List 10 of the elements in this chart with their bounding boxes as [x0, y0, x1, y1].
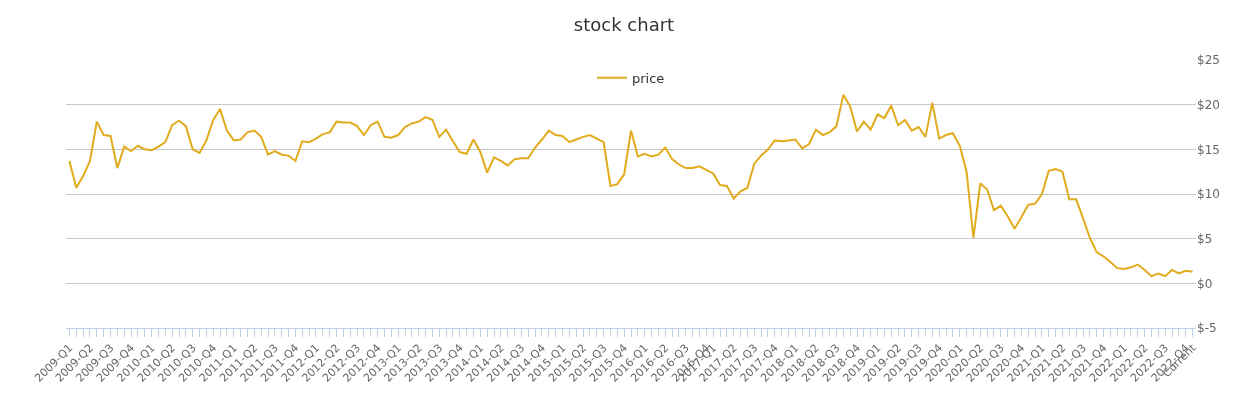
y-tick-label: $15 [1197, 142, 1220, 157]
y-tick-label: $10 [1197, 187, 1220, 202]
y-tick-label: $0 [1197, 276, 1213, 291]
y-tick-label: $-5 [1197, 321, 1217, 336]
legend-label: price [632, 70, 665, 86]
y-tick-label: $20 [1197, 97, 1220, 112]
y-tick-label: $25 [1197, 53, 1220, 68]
chart-title: stock chart [573, 13, 675, 35]
y-tick-label: $5 [1197, 231, 1213, 246]
line-series [68, 93, 1194, 278]
